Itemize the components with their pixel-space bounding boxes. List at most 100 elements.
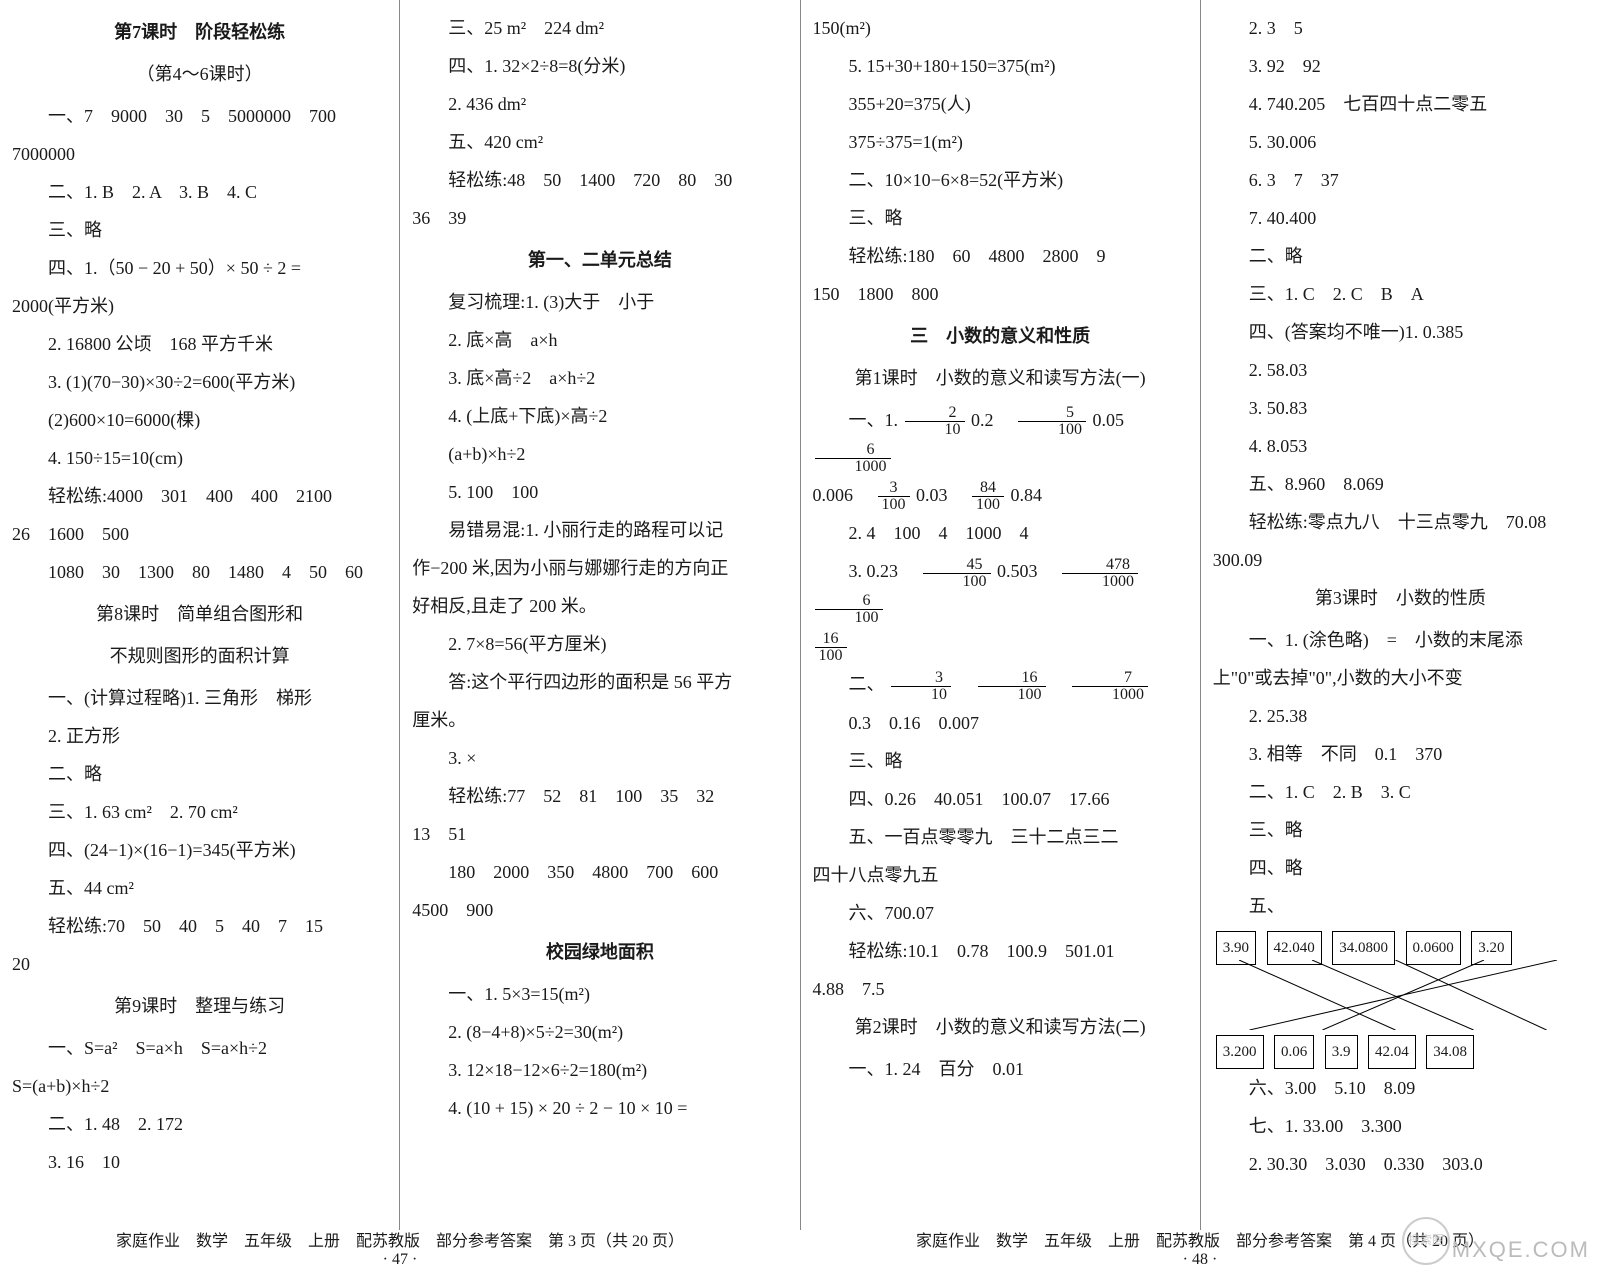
text-line: 五、420 cm² — [412, 124, 787, 160]
text-line: 二、1. B 2. A 3. B 4. C — [12, 174, 387, 210]
text-line: 3. (1)(70−30)×30÷2=600(平方米) — [12, 364, 387, 400]
text-line: 2. 30.30 3.030 0.330 303.0 — [1213, 1146, 1588, 1182]
col3-subtitle2: 第2课时 小数的意义和读写方法(二) — [813, 1009, 1188, 1045]
text-line: 四十八点零九五 — [813, 857, 1188, 893]
match-box: 42.04 — [1368, 1035, 1416, 1069]
column-2: 三、25 m² 224 dm² 四、1. 32×2÷8=8(分米) 2. 436… — [400, 0, 800, 1230]
text-line: 2. 正方形 — [12, 718, 387, 754]
text-line: 4. 740.205 七百四十点二零五 — [1213, 86, 1588, 122]
text-line: 五、8.960 8.069 — [1213, 466, 1588, 502]
text-line: 180 2000 350 4800 700 600 — [412, 854, 787, 890]
text-line: 易错易混:1. 小丽行走的路程可以记 — [412, 512, 787, 548]
page-container: 第7课时 阶段轻松练 （第4～6课时） 一、7 9000 30 5 500000… — [0, 0, 1600, 1230]
text-line: 一、S=a² S=a×h S=a×h÷2 — [12, 1030, 387, 1066]
text-line: 375÷375=1(m²) — [813, 124, 1188, 160]
text-line: 轻松练:零点九八 十三点零九 70.08 — [1213, 504, 1588, 540]
text-line: 六、700.07 — [813, 895, 1188, 931]
watermark-text: MXQE.COM — [1452, 1237, 1590, 1263]
text-line: 3. 相等 不同 0.1 370 — [1213, 736, 1588, 772]
text-line: 150(m²) — [813, 10, 1188, 46]
text-line: 5. 15+30+180+150=375(m²) — [813, 48, 1188, 84]
text-line: 一、1. 24 百分 0.01 — [813, 1051, 1188, 1087]
column-3: 150(m²) 5. 15+30+180+150=375(m²) 355+20=… — [801, 0, 1201, 1230]
text-line: 六、3.00 5.10 8.09 — [1213, 1070, 1588, 1106]
text-line: 好相反,且走了 200 米。 — [412, 588, 787, 624]
label: 一、1. — [849, 410, 899, 430]
text-line: 轻松练:77 52 81 100 35 32 — [412, 778, 787, 814]
match-box: 3.9 — [1325, 1035, 1358, 1069]
text-line: S=(a+b)×h÷2 — [12, 1068, 387, 1104]
text-line: 五、一百点零零九 三十二点三二 — [813, 819, 1188, 855]
text-line: 2. 7×8=56(平方厘米) — [412, 626, 787, 662]
text-line: 三、1. C 2. C B A — [1213, 276, 1588, 312]
text-line: 4. (10 + 15) × 20 ÷ 2 − 10 × 10 = — [412, 1090, 787, 1126]
decimal: 0.2 — [971, 410, 994, 430]
decimal: 0.006 — [813, 485, 854, 505]
text-line: 4. 150÷15=10(cm) — [12, 440, 387, 476]
text-line: 三、略 — [813, 200, 1188, 236]
text-line: 4.88 7.5 — [813, 971, 1188, 1007]
footer-left-text: 家庭作业 数学 五年级 上册 配苏教版 部分参考答案 第 3 页（共 20 页） — [116, 1233, 684, 1250]
text-line: 5. 30.006 — [1213, 124, 1588, 160]
text-line: 作−200 米,因为小丽与娜娜行走的方向正 — [412, 550, 787, 586]
footer-left-pagenum: · 47 · — [383, 1251, 418, 1268]
fraction-line: 一、1. 210 0.2 5100 0.05 61000 — [813, 402, 1188, 475]
text-line: 3. 12×18−12×6÷2=180(m²) — [412, 1052, 787, 1088]
text-line: 2. 58.03 — [1213, 352, 1588, 388]
text-line: 一、7 9000 30 5 5000000 700 — [12, 98, 387, 134]
match-diagram: 3.90 42.040 34.0800 0.0600 3.20 3.200 0.… — [1213, 928, 1588, 1068]
text-line: 3. 16 10 — [12, 1144, 387, 1180]
col1-subtitle1: （第4～6课时） — [12, 56, 387, 92]
col1-title2: 第8课时 简单组合图形和 — [12, 596, 387, 632]
text-line: 轻松练:180 60 4800 2800 9 — [813, 238, 1188, 274]
col1-title3: 第9课时 整理与练习 — [12, 988, 387, 1024]
text-line: 3. 50.83 — [1213, 390, 1588, 426]
decimal: 0.03 — [916, 485, 948, 505]
text-line: 3. 底×高÷2 a×h÷2 — [412, 360, 787, 396]
text-line: 轻松练:10.1 0.78 100.9 501.01 — [813, 933, 1188, 969]
text-line: 7000000 — [12, 136, 387, 172]
fraction: 16100 — [815, 631, 847, 664]
fraction: 310 — [891, 670, 951, 703]
text-line: 三、略 — [12, 212, 387, 248]
fraction: 5100 — [1018, 405, 1086, 438]
text-line: 355+20=375(人) — [813, 86, 1188, 122]
fraction: 71000 — [1072, 670, 1148, 703]
text-line: 2000(平方米) — [12, 288, 387, 324]
text-line: 三、1. 63 cm² 2. 70 cm² — [12, 794, 387, 830]
col3-subtitle1: 第1课时 小数的意义和读写方法(一) — [813, 360, 1188, 396]
text-line: 二、1. 48 2. 172 — [12, 1106, 387, 1142]
text-line: 2. 25.38 — [1213, 698, 1588, 734]
text-line: 4500 900 — [412, 892, 787, 928]
text-line: 2. 16800 公顷 168 平方千米 — [12, 326, 387, 362]
footer: 家庭作业 数学 五年级 上册 配苏教版 部分参考答案 第 3 页（共 20 页）… — [0, 1227, 1600, 1269]
text-line: 二、10×10−6×8=52(平方米) — [813, 162, 1188, 198]
match-box: 3.200 — [1216, 1035, 1264, 1069]
text-line: 复习梳理:1. (3)大于 小于 — [412, 284, 787, 320]
text-line: 五、44 cm² — [12, 870, 387, 906]
text-line: 26 1600 500 — [12, 516, 387, 552]
text-line: 五、 — [1213, 888, 1588, 924]
fraction: 210 — [905, 405, 965, 438]
column-4: 2. 3 5 3. 92 92 4. 740.205 七百四十点二零五 5. 3… — [1201, 0, 1600, 1230]
text-line: 厘米。 — [412, 702, 787, 738]
label: 3. 0.23 — [849, 561, 899, 581]
decimal: 0.84 — [1011, 485, 1043, 505]
text-line: 轻松练:48 50 1400 720 80 30 — [412, 162, 787, 198]
fraction: 3100 — [878, 480, 910, 513]
match-box: 34.08 — [1426, 1035, 1474, 1069]
col2-title1: 第一、二单元总结 — [412, 242, 787, 278]
text-line: 3. × — [412, 740, 787, 776]
fraction-line: 二、 310 16100 71000 — [813, 666, 1188, 702]
match-lines — [1213, 960, 1588, 1030]
text-line: 二、1. C 2. B 3. C — [1213, 774, 1588, 810]
text-line: 七、1. 33.00 3.300 — [1213, 1108, 1588, 1144]
decimal: 0.503 — [997, 561, 1038, 581]
text-line: 300.09 — [1213, 542, 1588, 578]
text-line: 6. 3 7 37 — [1213, 162, 1588, 198]
text-line: 4. (上底+下底)×高÷2 — [412, 398, 787, 434]
col4-title1: 第3课时 小数的性质 — [1213, 580, 1588, 616]
text-line: 13 51 — [412, 816, 787, 852]
text-line: 轻松练:4000 301 400 400 2100 — [12, 478, 387, 514]
text-line: 一、1. (涂色略) = 小数的末尾添 — [1213, 622, 1588, 658]
